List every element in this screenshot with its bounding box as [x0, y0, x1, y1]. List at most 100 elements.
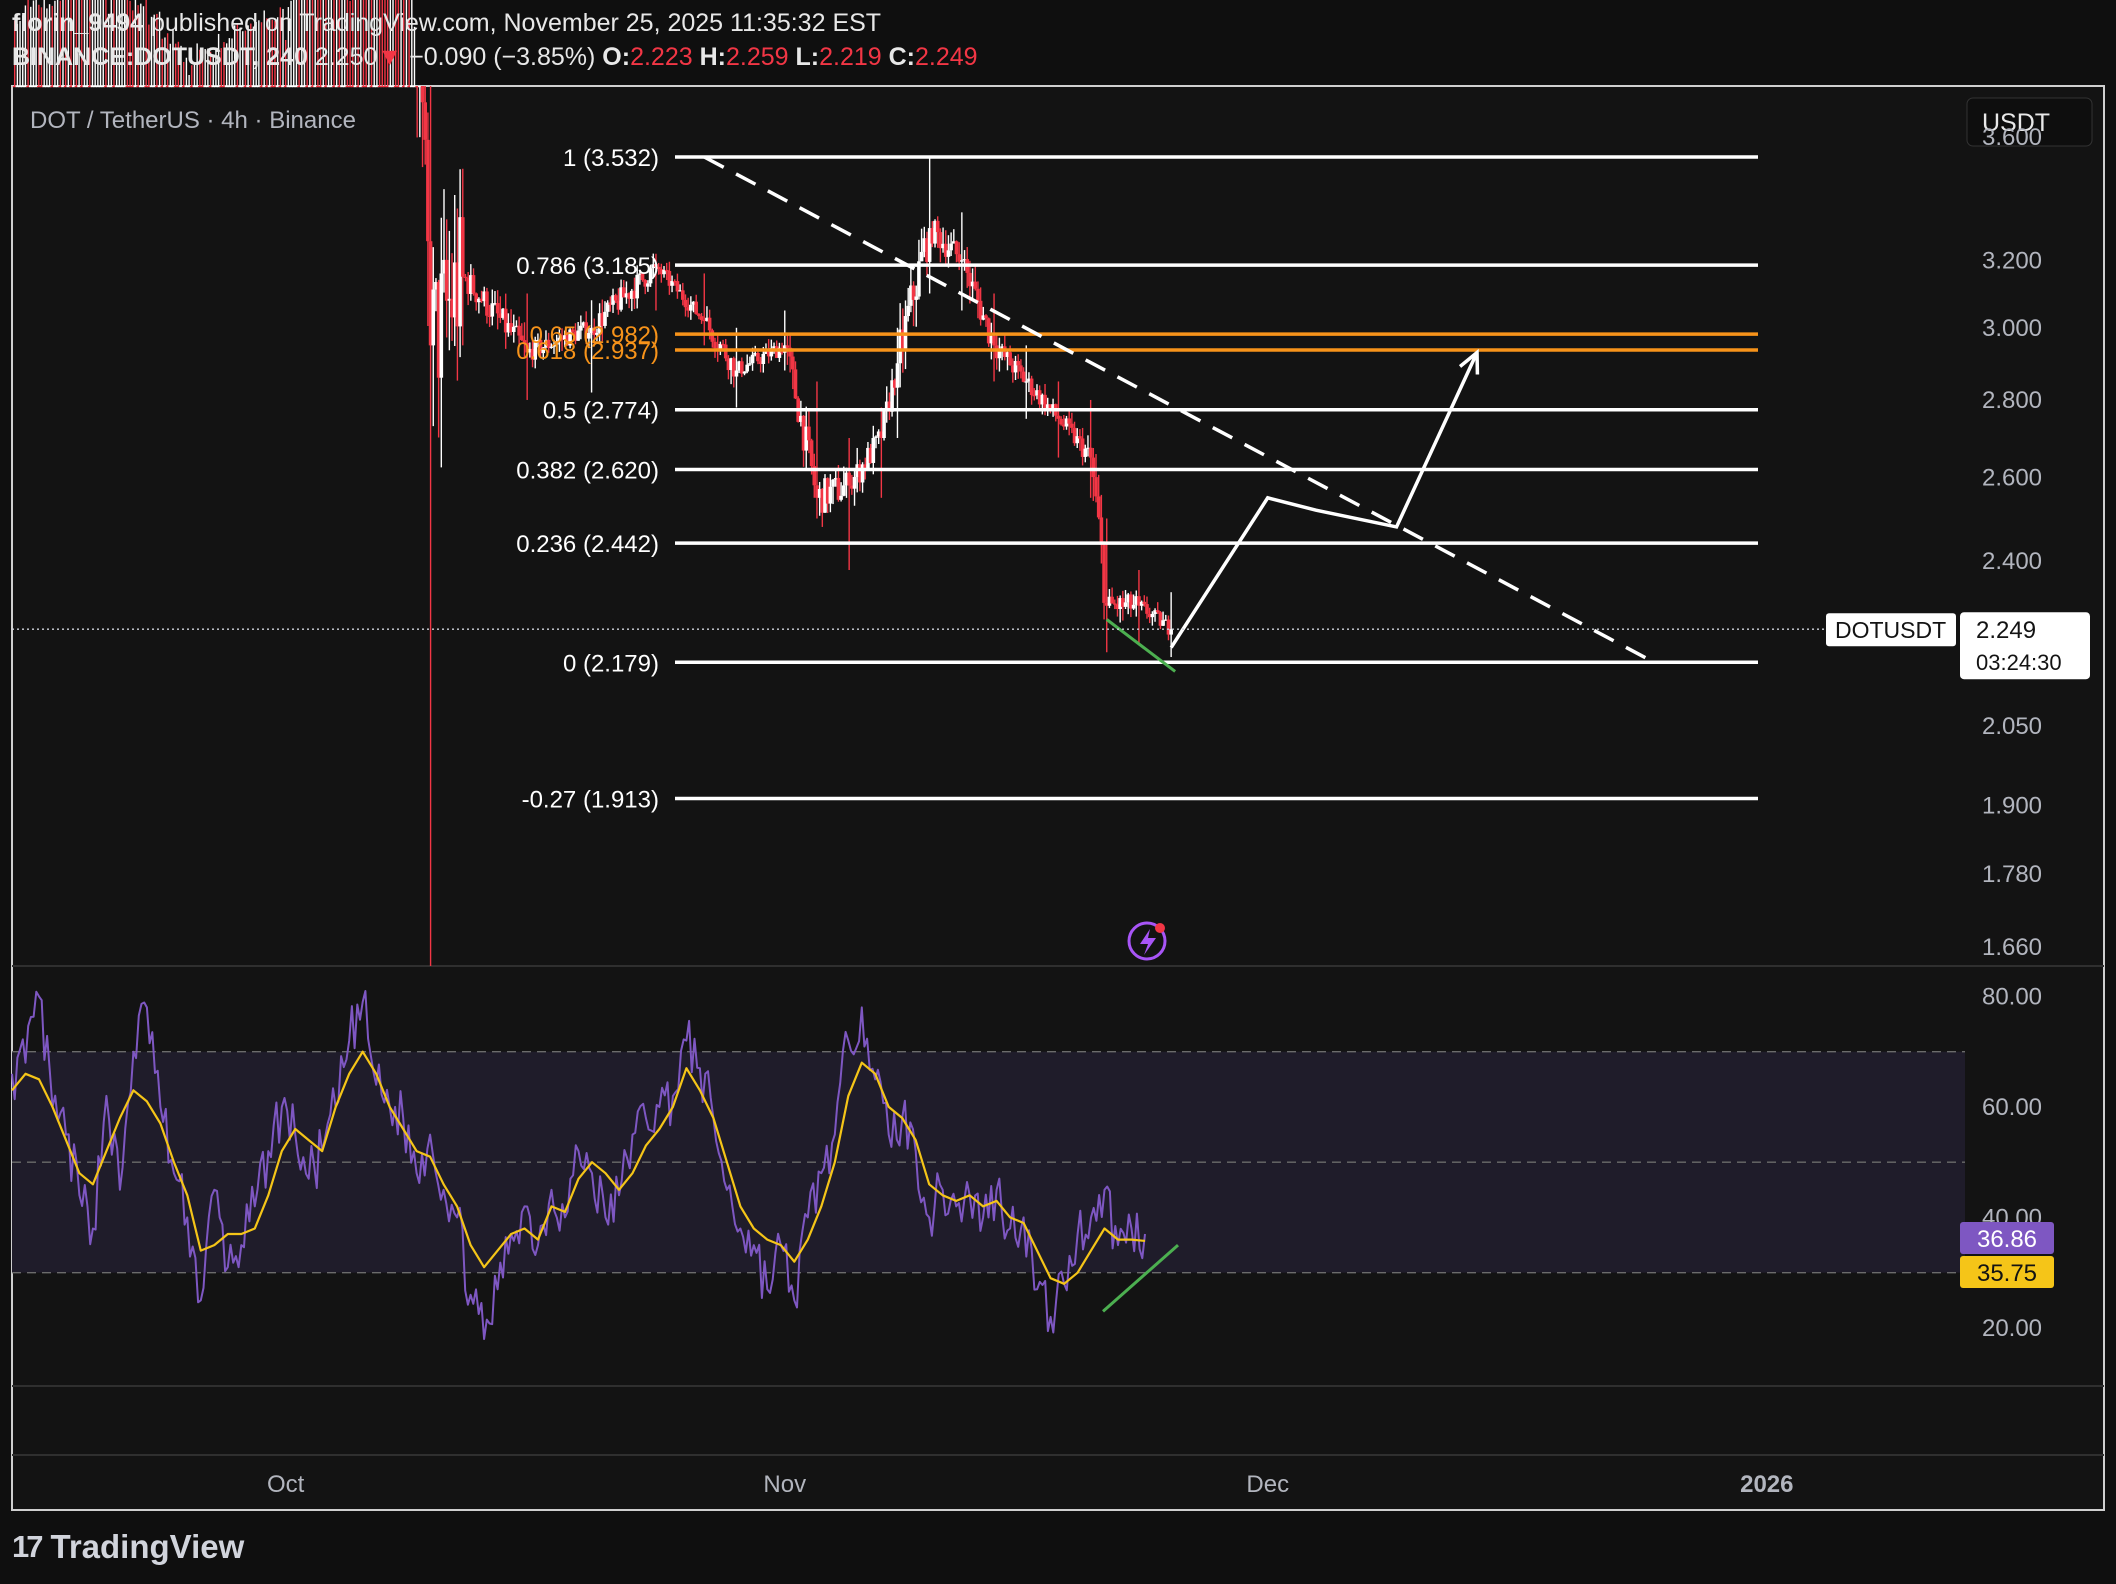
candle-body: [442, 259, 446, 274]
candle-body: [1051, 404, 1055, 409]
price-tick-label: 3.600: [1982, 124, 2042, 151]
candle-body: [106, 86, 111, 88]
rsi-tick-label: 80.00: [1982, 983, 2042, 1010]
candle-body: [718, 343, 723, 349]
candle-body: [163, 86, 167, 88]
projection-path[interactable]: [1169, 351, 1479, 649]
candle-body: [938, 232, 943, 249]
candle-body: [372, 86, 377, 88]
candle-body: [337, 86, 342, 88]
candle-body: [460, 217, 465, 277]
rsi-divergence-line[interactable]: [1102, 1243, 1179, 1313]
author-name[interactable]: florin_9494: [12, 9, 145, 37]
candle-body: [1134, 596, 1139, 605]
candle-body: [828, 486, 833, 504]
candle-body: [265, 86, 269, 88]
candle-body: [474, 293, 478, 303]
symbol-line: BINANCE:DOTUSDT, 240 2.250▼ −0.090 (−3.8…: [12, 43, 978, 72]
candle-body: [1088, 447, 1093, 458]
candle-body: [391, 86, 395, 88]
candle-body: [1064, 418, 1069, 427]
candle-body: [281, 86, 285, 88]
candle-body: [88, 86, 92, 88]
candle-body: [978, 300, 983, 320]
currency-button-label[interactable]: USDT: [1982, 109, 2050, 137]
fib-level-label: 0.5 (2.774): [543, 398, 659, 425]
candle-body: [1021, 371, 1026, 382]
candle-body: [552, 344, 556, 347]
candle-body: [447, 298, 452, 301]
candle-body: [726, 358, 731, 371]
candle-body: [1083, 448, 1088, 457]
candle-body: [367, 86, 371, 88]
candle-body: [179, 86, 183, 88]
candle-body: [18, 86, 22, 88]
candle-body: [181, 86, 186, 88]
candle-body: [1169, 629, 1173, 635]
rsi-line: [11, 990, 1146, 1340]
candle-body: [385, 86, 390, 88]
candle-body: [576, 330, 580, 341]
candle-body: [815, 485, 819, 498]
candle-body: [876, 431, 881, 437]
price-tick-label: 1.900: [1982, 793, 2042, 820]
candle-body: [450, 298, 454, 318]
time-axis[interactable]: Oct Nov Dec 2026: [267, 1471, 1793, 1498]
candle-body: [544, 339, 548, 348]
candle-body: [117, 86, 122, 88]
price-tick-label: 1.660: [1982, 934, 2042, 961]
lightning-icon[interactable]: [1127, 921, 1167, 961]
candle-body: [597, 313, 602, 333]
candle-body: [568, 329, 572, 346]
candle-body: [238, 86, 242, 88]
candle-body: [1139, 601, 1144, 606]
candle-body: [104, 86, 108, 88]
candle-body: [409, 86, 414, 88]
candle-body: [313, 86, 318, 88]
drawings[interactable]: DOTUSDT 2.249 03:24:30: [12, 155, 2090, 961]
candle-body: [96, 86, 100, 88]
candle-body: [334, 86, 339, 88]
candle-body: [230, 86, 234, 88]
candle-body: [917, 261, 921, 297]
fib-level-label: 0.382 (2.620): [516, 457, 659, 484]
candle-body: [120, 86, 124, 88]
currency-button[interactable]: USDT: [1966, 97, 2093, 147]
price-axis[interactable]: 3.600 3.200 3.000 2.800 2.600 2.400 2.050 1.900…: [1982, 124, 2042, 1342]
candle-body: [1163, 619, 1168, 621]
candle-body: [799, 415, 803, 422]
rsi-pane: [11, 990, 1179, 1340]
candle-body: [584, 322, 589, 339]
candle-body: [648, 268, 653, 284]
candle-body: [187, 86, 191, 88]
candle-body: [130, 86, 135, 88]
price-divergence-line[interactable]: [1105, 618, 1177, 673]
candle-body: [748, 363, 752, 365]
candle-body: [737, 361, 741, 371]
candle-body: [656, 266, 661, 270]
candle-body: [219, 86, 224, 88]
time-tick-label: Oct: [267, 1471, 305, 1498]
candle-body: [1043, 394, 1047, 411]
candle-body: [960, 260, 964, 262]
candle-body: [1096, 496, 1101, 518]
candle-body: [63, 86, 68, 88]
tradingview-logo-icon: 17: [12, 1529, 44, 1564]
fib-retracement[interactable]: 1 (3.532) 0.786 (3.185) 0.65 (2.982)0.618 …: [516, 145, 1758, 814]
candle-body: [141, 86, 146, 88]
candle-body: [466, 277, 470, 294]
tradingview-logo[interactable]: 17 TradingView: [12, 1528, 244, 1566]
candle-body: [364, 86, 368, 88]
candle-body: [144, 86, 148, 88]
candle-body: [1072, 427, 1077, 444]
candle-body: [77, 86, 81, 88]
candle-body: [101, 86, 106, 88]
candle-body: [1118, 598, 1122, 610]
candle-body: [82, 86, 87, 88]
candle-body: [546, 339, 551, 348]
candle-body: [420, 86, 425, 103]
currency-button-bg[interactable]: [1966, 97, 2093, 147]
candle-body: [477, 298, 481, 303]
candle-body: [1019, 365, 1023, 372]
